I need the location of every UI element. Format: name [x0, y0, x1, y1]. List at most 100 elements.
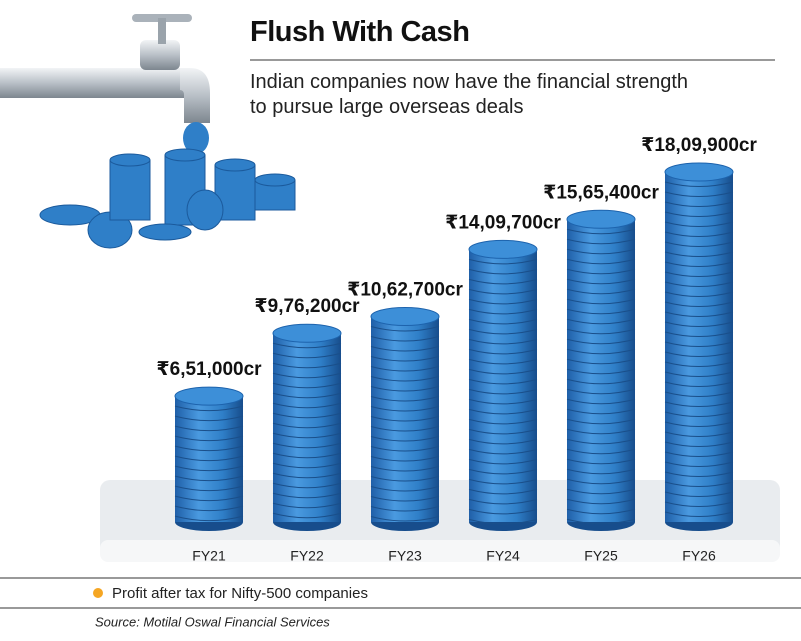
coin-edge: [370, 366, 440, 372]
coin-edge: [468, 378, 538, 385]
coin-stack: [272, 323, 342, 531]
coin-edge: [272, 442, 342, 449]
value-label: ₹6,51,000cr: [156, 359, 262, 380]
x-tick-label: FY21: [192, 548, 226, 564]
coin-edge: [664, 351, 734, 357]
coin-edge: [664, 501, 734, 507]
coin-edge: [566, 378, 636, 385]
coin-stack: [370, 306, 440, 531]
value-label: ₹9,76,200cr: [254, 296, 360, 317]
coin-edge: [566, 278, 636, 285]
coin-edge: [174, 435, 244, 442]
coin-edge: [664, 231, 734, 237]
coin-edge: [272, 362, 342, 369]
coin-edge: [370, 506, 440, 512]
coin-edge: [370, 496, 440, 502]
bar: [567, 219, 635, 522]
coin-edge: [174, 495, 244, 502]
coin-edge: [566, 518, 636, 525]
coin-edge: [566, 328, 636, 335]
coin-edge: [174, 515, 244, 522]
coin-edge: [468, 258, 538, 265]
bar: [469, 249, 537, 522]
coin-edge: [370, 336, 440, 342]
coin-top: [174, 386, 244, 406]
coin-edge: [664, 461, 734, 467]
coin-edge: [370, 406, 440, 412]
coin-edge: [664, 341, 734, 347]
coin-stack: [664, 162, 734, 531]
coin-edge: [370, 486, 440, 492]
coin-edge: [664, 201, 734, 207]
coin-edge: [272, 472, 342, 479]
coin-edge: [370, 466, 440, 472]
value-label: ₹10,62,700cr: [347, 280, 463, 301]
coin-edge: [664, 431, 734, 437]
coin-edge: [468, 318, 538, 325]
coin-edge: [566, 478, 636, 485]
coin-edge: [468, 438, 538, 445]
coin-edge: [664, 211, 734, 217]
coin-edge: [566, 348, 636, 355]
coin-edge: [468, 498, 538, 505]
coin-top: [468, 239, 538, 259]
coin-edge: [174, 475, 244, 482]
coin-edge: [272, 452, 342, 459]
coin-edge: [664, 281, 734, 287]
coin-edge: [174, 505, 244, 512]
coin-edge: [468, 448, 538, 455]
coin-edge: [664, 381, 734, 387]
coin-edge: [566, 318, 636, 325]
coin-edge: [174, 415, 244, 422]
coin-edge: [468, 358, 538, 365]
coin-edge: [566, 308, 636, 315]
coin-edge: [664, 451, 734, 457]
x-tick-label: FY24: [486, 548, 520, 564]
coin-edge: [664, 391, 734, 397]
coin-edge: [272, 482, 342, 489]
coin-edge: [664, 411, 734, 417]
coin-edge: [468, 518, 538, 525]
coin-edge: [468, 478, 538, 485]
coin-top: [566, 209, 636, 229]
chart-subtitle: Indian companies now have the financial …: [250, 71, 689, 118]
coin-edge: [174, 425, 244, 432]
coin-edge: [566, 358, 636, 365]
coin-edge: [272, 462, 342, 469]
coin-edge: [468, 328, 538, 335]
coin-edge: [468, 368, 538, 375]
coin-edge: [664, 271, 734, 277]
coin-edge: [272, 512, 342, 519]
coin-edge: [468, 288, 538, 295]
coin-edge: [664, 361, 734, 367]
coin-edge: [566, 238, 636, 245]
coin-edge: [370, 376, 440, 382]
coin-edge: [566, 488, 636, 495]
value-label: ₹14,09,700cr: [445, 212, 561, 233]
coin-edge: [664, 511, 734, 517]
coin-edge: [272, 352, 342, 359]
coin-edge: [272, 492, 342, 499]
coin-edge: [468, 418, 538, 425]
x-tick-label: FY25: [584, 548, 618, 564]
legend-label: Profit after tax for Nifty-500 companies: [112, 585, 368, 602]
coin-edge: [664, 321, 734, 327]
coin-edge: [566, 268, 636, 275]
coin-edge: [566, 508, 636, 515]
coin-edge: [272, 372, 342, 379]
coin-edge: [664, 301, 734, 307]
coin-edge: [272, 432, 342, 439]
coin-edge: [566, 368, 636, 375]
coin-edge: [664, 311, 734, 317]
coin-edge: [370, 386, 440, 392]
coin-edge: [370, 356, 440, 362]
coin-edge: [174, 485, 244, 492]
coin-edge: [370, 396, 440, 402]
legend-marker: [93, 588, 103, 598]
x-tick-label: FY23: [388, 548, 422, 564]
coin-edge: [664, 421, 734, 427]
coin-edge: [370, 476, 440, 482]
value-label: ₹18,09,900cr: [641, 135, 757, 156]
coin-edge: [566, 298, 636, 305]
